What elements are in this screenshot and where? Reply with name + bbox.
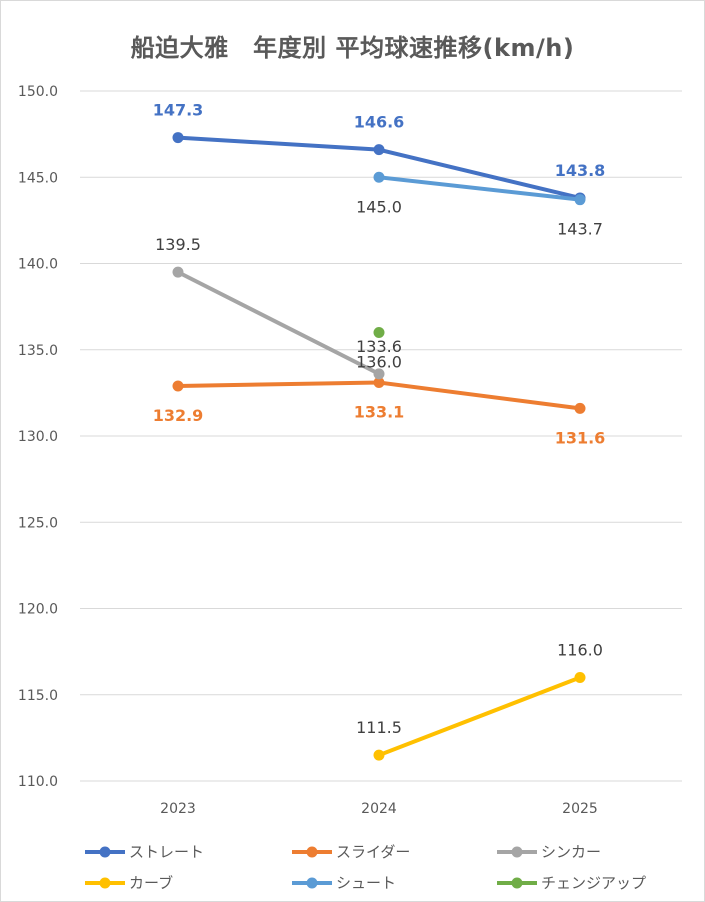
data-label: 139.5 bbox=[155, 235, 201, 254]
y-tick-label: 125.0 bbox=[18, 515, 58, 531]
legend-swatch-marker bbox=[306, 877, 318, 889]
data-point bbox=[574, 194, 586, 206]
data-label: 116.0 bbox=[557, 641, 603, 660]
y-tick-label: 140.0 bbox=[18, 257, 58, 273]
x-tick-label: 2024 bbox=[361, 801, 397, 817]
y-tick-label: 150.0 bbox=[18, 84, 58, 100]
data-label: 133.6 bbox=[356, 337, 402, 356]
chart-title: 船迫大雅 年度別 平均球速推移(km/h) bbox=[130, 34, 575, 62]
data-labels: 147.3 146.6 143.8 132.9 133.1 131.6 139.5 133.6… bbox=[153, 101, 606, 738]
y-tick-label: 115.0 bbox=[18, 688, 58, 704]
data-point bbox=[574, 402, 586, 414]
data-label: 131.6 bbox=[555, 428, 606, 447]
legend-swatch-marker bbox=[99, 846, 111, 858]
data-point bbox=[172, 380, 184, 392]
legend-label: チェンジアップ bbox=[541, 874, 646, 892]
legend-label: カーブ bbox=[129, 874, 173, 892]
data-label: 143.7 bbox=[557, 220, 603, 239]
legend-swatch-marker bbox=[511, 846, 523, 858]
y-tick-label: 145.0 bbox=[18, 170, 58, 186]
x-tick-label: 2023 bbox=[160, 801, 196, 817]
legend-swatch-marker bbox=[511, 877, 523, 889]
data-label: 147.3 bbox=[153, 101, 204, 120]
data-point bbox=[373, 171, 385, 183]
data-label: 136.0 bbox=[356, 353, 402, 372]
data-point bbox=[373, 327, 385, 338]
series-line bbox=[377, 675, 582, 758]
data-point bbox=[373, 144, 385, 156]
x-axis-labels: 2023 2024 2025 bbox=[160, 801, 598, 817]
legend-label: ストレート bbox=[129, 843, 204, 861]
y-tick-label: 120.0 bbox=[18, 602, 58, 618]
legend-label: スライダー bbox=[336, 843, 410, 861]
series-line bbox=[176, 270, 381, 376]
y-tick-label: 135.0 bbox=[18, 343, 58, 359]
x-tick-label: 2025 bbox=[562, 801, 598, 817]
gridlines bbox=[80, 90, 682, 782]
data-point bbox=[373, 368, 385, 380]
legend-label: シュート bbox=[336, 874, 396, 892]
legend-swatch-marker bbox=[99, 877, 111, 889]
data-label: 143.8 bbox=[555, 161, 606, 180]
data-label: 132.9 bbox=[153, 406, 204, 425]
data-point bbox=[172, 132, 184, 144]
data-point bbox=[373, 377, 385, 389]
data-point bbox=[172, 266, 184, 278]
series-lines bbox=[172, 132, 586, 761]
legend-label: シンカー bbox=[541, 843, 601, 861]
y-tick-label: 130.0 bbox=[18, 429, 58, 445]
legend-swatch-marker bbox=[306, 846, 318, 858]
data-label: 146.6 bbox=[354, 113, 405, 132]
y-tick-label: 110.0 bbox=[18, 774, 58, 790]
data-point bbox=[574, 672, 586, 683]
data-label: 133.1 bbox=[354, 403, 405, 422]
data-label: 145.0 bbox=[356, 197, 402, 216]
data-point bbox=[373, 749, 385, 761]
series-line bbox=[377, 175, 582, 202]
data-label: 111.5 bbox=[356, 718, 402, 737]
y-axis-labels: 110.0 115.0 120.0 125.0 130.0 135.0 140.0 145.0… bbox=[18, 84, 58, 790]
